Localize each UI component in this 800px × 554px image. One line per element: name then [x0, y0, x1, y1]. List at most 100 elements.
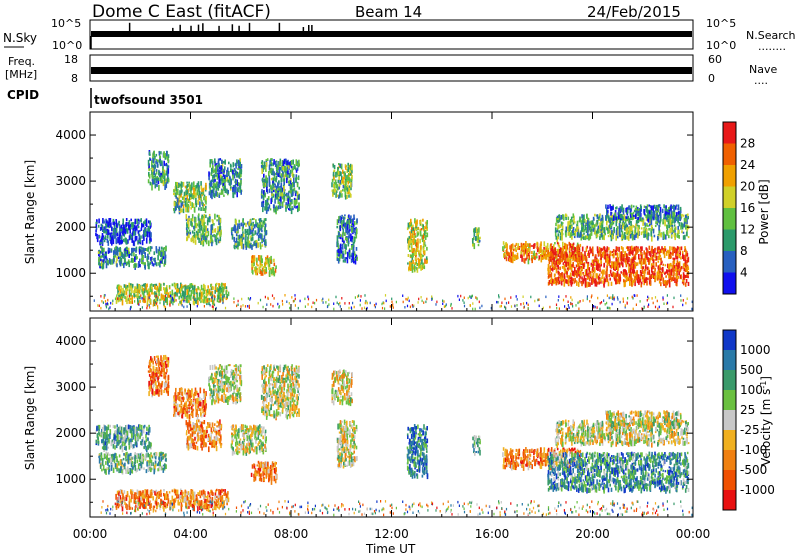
echo-cell — [409, 239, 411, 244]
echo-cell — [294, 165, 296, 170]
echo-cell — [668, 278, 671, 284]
echo-cell — [682, 276, 685, 280]
echo-cell — [142, 261, 144, 265]
echo-cell — [592, 224, 595, 228]
echo-cell — [216, 165, 219, 170]
echo-cell — [572, 243, 574, 249]
echo-cell — [109, 236, 111, 241]
echo-cell — [232, 227, 234, 231]
echo-cell — [142, 294, 145, 301]
echo-cell — [261, 168, 263, 174]
echo-cell — [570, 252, 572, 255]
echo-cell — [682, 235, 685, 240]
echo-cell — [107, 240, 110, 246]
echo-cell — [295, 190, 298, 194]
echo-cell — [290, 208, 293, 215]
echo-cell — [192, 194, 195, 200]
echo-cell — [135, 250, 137, 253]
echo-cell — [248, 222, 250, 226]
echo-cell — [173, 189, 175, 193]
echo-cell — [577, 271, 579, 276]
echo-cell — [677, 229, 679, 234]
echo-cell — [285, 207, 287, 212]
echo-cell — [675, 252, 677, 257]
echo-cell — [561, 276, 563, 282]
echo-cell — [343, 217, 345, 223]
echo-cell — [191, 193, 193, 199]
echo-cell — [344, 194, 347, 200]
echo-cell — [285, 161, 287, 166]
echo-cell — [588, 252, 590, 258]
echo-cell — [181, 208, 183, 213]
echo-cell — [140, 246, 142, 249]
echo-cell — [644, 233, 647, 238]
echo-cell — [340, 250, 343, 254]
echo-cell — [141, 240, 144, 246]
echo-cell — [559, 258, 561, 265]
echo-cell — [174, 291, 177, 297]
echo-cell — [609, 227, 612, 230]
echo-cell — [126, 287, 129, 292]
echo-cell — [118, 247, 120, 252]
echo-cell — [266, 178, 268, 181]
echo-cell — [580, 267, 583, 271]
echo-cell — [553, 279, 555, 285]
echo-cell — [354, 221, 356, 226]
echo-cell — [123, 254, 125, 259]
echo-cell — [631, 245, 633, 251]
echo-cell — [205, 214, 207, 219]
echo-cell — [275, 175, 278, 180]
echo-cell — [199, 296, 201, 302]
echo-cell — [674, 228, 676, 233]
echo-cell — [332, 171, 335, 176]
echo-cell — [565, 253, 568, 258]
echo-cell — [615, 229, 618, 236]
echo-cell — [600, 247, 602, 252]
echo-cell — [615, 246, 618, 253]
echo-cell — [423, 229, 425, 232]
echo-cell — [240, 242, 243, 244]
echo-cell — [164, 184, 166, 190]
echo-cell — [612, 221, 615, 225]
echo-cell — [567, 275, 570, 281]
echo-cell — [666, 229, 668, 233]
echo-cell — [261, 239, 263, 242]
echo-cell — [671, 234, 673, 238]
echo-cell — [295, 177, 297, 180]
echo-cell — [578, 266, 580, 270]
echo-cell — [278, 199, 281, 202]
echo-cell — [578, 251, 581, 256]
radar-title: Dome C East (fitACF) — [92, 2, 271, 22]
echo-cell — [508, 255, 510, 258]
echo-cell — [203, 283, 205, 290]
echo-cell — [617, 273, 620, 279]
echo-cell — [547, 264, 550, 270]
echo-cell — [625, 276, 628, 283]
echo-cell — [153, 150, 155, 157]
echo-cell — [582, 278, 584, 284]
echo-cell — [417, 248, 419, 252]
echo-cell — [112, 239, 115, 245]
echo-cell — [344, 232, 346, 236]
echo-cell — [138, 248, 141, 255]
echo-cell — [684, 256, 687, 260]
echo-cell — [411, 268, 414, 273]
echo-cell — [292, 191, 294, 196]
echo-cell — [595, 264, 598, 268]
echo-cell — [336, 235, 339, 241]
echo-cell — [624, 281, 626, 287]
echo-cell — [574, 251, 577, 254]
echo-cell — [118, 230, 121, 237]
echo-cell — [106, 228, 109, 235]
echo-cell — [116, 234, 119, 237]
echo-cell — [199, 201, 201, 208]
echo-cell — [137, 218, 140, 222]
echo-cell — [415, 250, 417, 257]
echo-cell — [417, 257, 419, 260]
echo-cell — [622, 256, 625, 262]
echo-cell — [217, 168, 219, 173]
echo-cell — [634, 264, 637, 269]
echo-cell — [422, 247, 425, 253]
echo-cell — [156, 296, 159, 302]
echo-cell — [348, 214, 350, 218]
